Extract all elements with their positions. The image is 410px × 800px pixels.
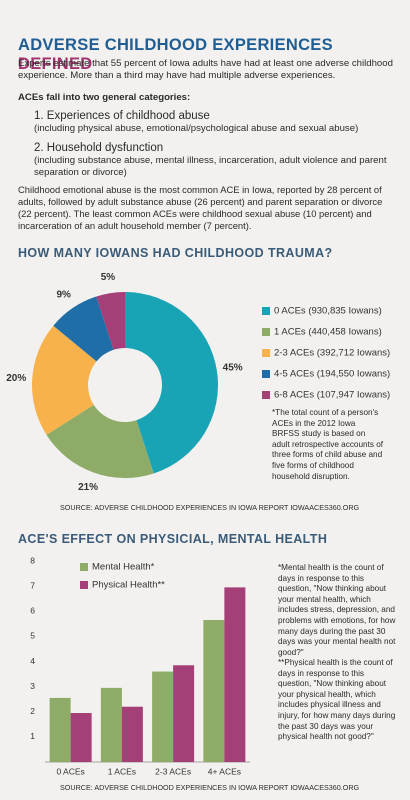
x-tick-label: 1 ACEs xyxy=(108,766,136,776)
category-item: 1. Experiences of childhood abuse (includ… xyxy=(34,110,394,135)
footnote: *The total count of a person's ACEs in t… xyxy=(272,408,384,481)
slice-label: 21% xyxy=(78,482,98,493)
bar xyxy=(224,587,246,762)
bar xyxy=(173,665,195,762)
bar xyxy=(49,697,71,762)
legend-label: 1 ACEs (440,458 Iowans) xyxy=(274,327,382,338)
source: SOURCE: ADVERSE CHILDHOOD EXPERIENCES IN… xyxy=(60,503,360,512)
bar xyxy=(100,687,122,762)
legend-swatch xyxy=(262,349,270,357)
legend-swatch xyxy=(262,307,270,315)
paragraph: Childhood emotional abuse is the most co… xyxy=(18,184,383,231)
donut-slice xyxy=(53,296,114,362)
y-tick-label: 7 xyxy=(30,580,35,590)
x-tick-label: 4+ ACEs xyxy=(208,766,241,776)
y-tick-label: 8 xyxy=(30,555,35,565)
item-detail: (including substance abuse, mental illne… xyxy=(34,155,387,178)
category-item: 2. Household dysfunction (including subst… xyxy=(34,142,394,179)
legend-label: 0 ACEs (930,835 Iowans) xyxy=(274,306,382,317)
page-title: ADVERSE CHILDHOOD EXPERIENCES DEFINED xyxy=(18,36,410,74)
legend-label: 2-3 ACEs (392,712 Iowans) xyxy=(274,348,390,359)
legend-label: Physical Health** xyxy=(92,580,165,591)
legend-swatch xyxy=(262,391,270,399)
footnote: **Physical health is the count of days i… xyxy=(278,658,396,742)
item-detail: (including physical abuse, emotional/psy… xyxy=(34,123,359,134)
donut-slice xyxy=(125,292,218,474)
bar xyxy=(152,671,174,762)
bar xyxy=(121,706,143,762)
item-title: 2. Household dysfunction xyxy=(34,142,164,154)
slice-label: 20% xyxy=(6,373,26,384)
y-tick-label: 3 xyxy=(30,681,35,691)
legend-swatch xyxy=(262,370,270,378)
legend-swatch xyxy=(80,563,88,571)
source: SOURCE: ADVERSE CHILDHOOD EXPERIENCES IN… xyxy=(60,783,360,792)
legend-label: 6-8 ACEs (107,947 Iowans) xyxy=(274,390,390,401)
intro: Experts estimate that 55 percent of Iowa… xyxy=(18,58,393,81)
title-main: ADVERSE CHILDHOOD EXPERIENCES xyxy=(18,36,333,54)
donut-slice xyxy=(32,325,97,435)
title-accent: DEFINED xyxy=(18,55,93,73)
footnote: *Mental health is the count of days in r… xyxy=(278,563,396,657)
bar xyxy=(70,713,92,762)
legend-label: Mental Health* xyxy=(92,562,155,573)
donut-slice xyxy=(46,404,154,478)
slice-label: 45% xyxy=(223,363,243,374)
categories-heading: ACEs fall into two general categories: xyxy=(18,92,191,103)
y-tick-label: 6 xyxy=(30,606,35,616)
donut-slice xyxy=(96,292,125,350)
slice-label: 5% xyxy=(101,272,116,283)
y-tick-label: 1 xyxy=(30,731,35,741)
chart-title: HOW MANY IOWANS HAD CHILDHOOD TRAUMA? xyxy=(18,246,333,260)
x-tick-label: 0 ACEs xyxy=(56,766,84,776)
chart-title: ACE'S EFFECT ON PHYSICIAL, MENTAL HEALTH xyxy=(18,532,328,546)
item-title: 1. Experiences of childhood abuse xyxy=(34,110,210,122)
y-tick-label: 2 xyxy=(30,706,35,716)
y-tick-label: 4 xyxy=(30,656,35,666)
legend-label: 4-5 ACEs (194,550 Iowans) xyxy=(274,369,390,380)
y-tick-label: 5 xyxy=(30,631,35,641)
bar xyxy=(203,620,225,762)
slice-label: 9% xyxy=(57,289,72,300)
x-tick-label: 2-3 ACEs xyxy=(155,766,191,776)
legend-swatch xyxy=(80,581,88,589)
legend-swatch xyxy=(262,328,270,336)
